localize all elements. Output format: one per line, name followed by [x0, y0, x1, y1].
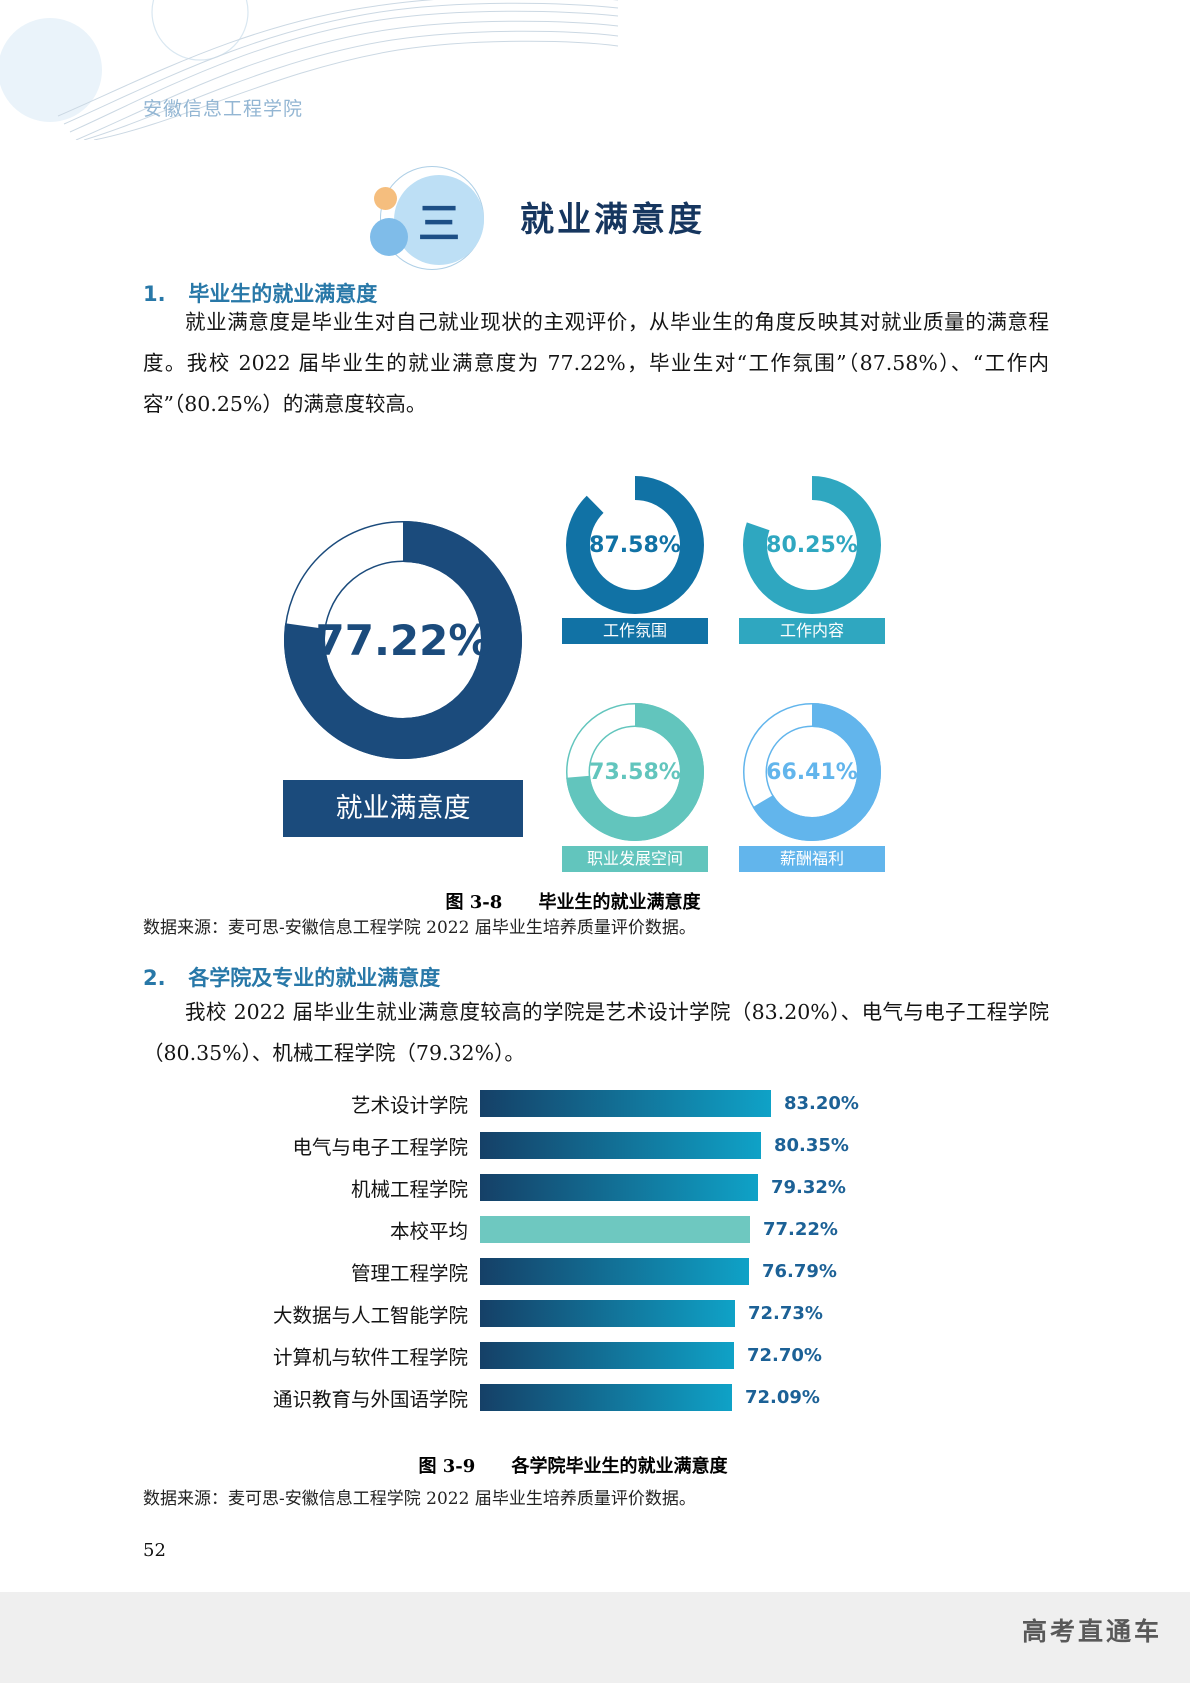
donut-label-薪酬福利: 薪酬福利: [739, 846, 885, 872]
bar-row-本校平均: 本校平均 77.22%: [143, 1208, 1063, 1250]
section1-number: 1.: [143, 282, 166, 306]
bar-track: [480, 1341, 734, 1369]
chapter-title: 就业满意度: [520, 200, 705, 240]
chapter-number: 三: [417, 198, 460, 248]
bar-row-机械工程学院: 机械工程学院 79.32%: [143, 1166, 1063, 1208]
donut-工作氛围: 87.58%: [565, 475, 705, 615]
figure-3-9-caption: 图 3-9 各学院毕业生的就业满意度: [143, 1452, 1003, 1478]
section2-heading-text: 各学院及专业的就业满意度: [188, 966, 441, 990]
section2-paragraph: 我校 2022 届毕业生就业满意度较高的学院是艺术设计学院（83.20%）、电气…: [143, 1000, 1049, 1065]
document-header: 安徽信息工程学院: [143, 98, 304, 120]
bar-value-label: 83.20%: [784, 1092, 859, 1114]
page-number: 52: [143, 1540, 166, 1561]
donut-value: 66.41%: [766, 759, 858, 785]
bar-fill: [480, 1131, 761, 1159]
bar-track: [480, 1173, 758, 1201]
donut-value: 87.58%: [589, 532, 681, 558]
bar-category-label: 通识教育与外国语学院: [272, 1387, 468, 1411]
section1-heading-text: 毕业生的就业满意度: [188, 282, 378, 306]
section2-number: 2.: [143, 966, 166, 990]
figure-3-9-label: 图 3-9: [418, 1456, 476, 1477]
section1-paragraph: 就业满意度是毕业生对自己就业现状的主观评价，从毕业生的角度反映其对就业质量的满意…: [143, 310, 1049, 416]
section2-heading: 2. 各学院及专业的就业满意度: [143, 962, 440, 992]
donut-value: 73.58%: [589, 759, 681, 785]
bar-fill: [480, 1257, 749, 1285]
bar-value-label: 79.32%: [771, 1176, 846, 1198]
bar-category-label: 艺术设计学院: [350, 1093, 468, 1117]
bar-track: [480, 1257, 749, 1285]
donut-label-工作氛围: 工作氛围: [562, 618, 708, 644]
donut-label-职业发展空间: 职业发展空间: [562, 846, 708, 872]
figure-3-8-title: 毕业生的就业满意度: [538, 892, 701, 913]
bar-fill: [480, 1341, 734, 1369]
watermark: 高考直通车: [1021, 1617, 1162, 1646]
college-bar-chart: 艺术设计学院 83.20% 电气与电子工程学院 80.35% 机械工程学院 79.32% 本…: [143, 1082, 1063, 1418]
bar-track: [480, 1215, 750, 1243]
bar-fill: [480, 1383, 732, 1411]
footer-band: [0, 1592, 1190, 1683]
donut-职业发展空间: 73.58%: [565, 702, 705, 842]
figure-3-9-source: 数据来源：麦可思-安徽信息工程学院 2022 届毕业生培养质量评价数据。: [143, 1489, 696, 1509]
bar-row-大数据与人工智能学院: 大数据与人工智能学院 72.73%: [143, 1292, 1063, 1334]
badge-blue-dot: [370, 218, 408, 256]
badge-circle: [394, 175, 484, 265]
bar-fill: [480, 1089, 771, 1117]
chapter-badge-icon: 三: [370, 166, 497, 276]
bar-fill: [480, 1215, 750, 1243]
top-left-decoration: [0, 0, 619, 140]
donut-label-工作内容: 工作内容: [739, 618, 885, 644]
bar-fill: [480, 1173, 758, 1201]
bar-category-label: 本校平均: [389, 1219, 468, 1243]
bar-track: [480, 1299, 735, 1327]
bar-category-label: 电气与电子工程学院: [292, 1135, 468, 1159]
bar-value-label: 76.79%: [762, 1260, 837, 1282]
bar-fill: [480, 1299, 735, 1327]
figure-3-9-title: 各学院毕业生的就业满意度: [511, 1456, 728, 1477]
bar-row-电气与电子工程学院: 电气与电子工程学院 80.35%: [143, 1124, 1063, 1166]
chapter-title-block: 三 就业满意度: [370, 166, 932, 276]
bar-value-label: 72.73%: [748, 1302, 823, 1324]
bar-value-label: 72.70%: [747, 1344, 822, 1366]
donut-value: 77.22%: [315, 615, 491, 665]
bar-category-label: 计算机与软件工程学院: [272, 1345, 468, 1369]
section1-heading: 1. 毕业生的就业满意度: [143, 278, 377, 308]
bar-category-label: 机械工程学院: [350, 1177, 468, 1201]
donut-工作内容: 80.25%: [742, 475, 882, 615]
figure-3-8-label: 图 3-8: [445, 892, 503, 913]
bar-row-艺术设计学院: 艺术设计学院 83.20%: [143, 1082, 1063, 1124]
bar-category-label: 管理工程学院: [350, 1261, 468, 1285]
bar-row-计算机与软件工程学院: 计算机与软件工程学院 72.70%: [143, 1334, 1063, 1376]
bar-value-label: 80.35%: [774, 1134, 849, 1156]
bar-value-label: 77.22%: [763, 1218, 838, 1240]
donut-就业满意度: 77.22%: [283, 520, 523, 760]
bar-row-通识教育与外国语学院: 通识教育与外国语学院 72.09%: [143, 1376, 1063, 1418]
donut-薪酬福利: 66.41%: [742, 702, 882, 842]
bar-track: [480, 1383, 732, 1411]
bar-track: [480, 1131, 761, 1159]
bar-track: [480, 1089, 771, 1117]
donut-value: 80.25%: [766, 532, 858, 558]
bar-row-管理工程学院: 管理工程学院 76.79%: [143, 1250, 1063, 1292]
bar-value-label: 72.09%: [745, 1386, 820, 1408]
figure-3-8-source: 数据来源：麦可思-安徽信息工程学院 2022 届毕业生培养质量评价数据。: [143, 918, 696, 938]
badge-orange-dot: [374, 187, 397, 210]
bar-category-label: 大数据与人工智能学院: [272, 1303, 468, 1327]
figure-3-8-caption: 图 3-8 毕业生的就业满意度: [143, 888, 1003, 914]
donut-label-就业满意度: 就业满意度: [283, 780, 523, 837]
